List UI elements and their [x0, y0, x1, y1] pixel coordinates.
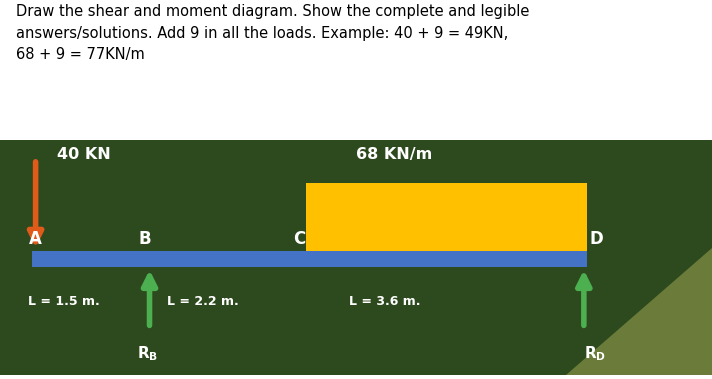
Text: D: D — [590, 230, 603, 248]
Text: A: A — [28, 230, 41, 248]
Text: $\mathbf{R}_\mathbf{B}$: $\mathbf{R}_\mathbf{B}$ — [137, 345, 158, 363]
Text: C: C — [293, 230, 305, 248]
Polygon shape — [566, 248, 712, 375]
Text: L = 1.5 m.: L = 1.5 m. — [28, 295, 100, 308]
Text: Draw the shear and moment diagram. Show the complete and legible
answers/solutio: Draw the shear and moment diagram. Show … — [16, 4, 529, 63]
Bar — [306, 183, 587, 251]
Bar — [32, 251, 587, 267]
Text: L = 2.2 m.: L = 2.2 m. — [167, 295, 239, 308]
Text: $\mathbf{R}_\mathbf{D}$: $\mathbf{R}_\mathbf{D}$ — [584, 345, 606, 363]
Text: 68 KN/m: 68 KN/m — [356, 147, 432, 162]
Text: 40 KN: 40 KN — [57, 147, 110, 162]
Text: L = 3.6 m.: L = 3.6 m. — [349, 295, 420, 308]
Text: B: B — [139, 230, 152, 248]
